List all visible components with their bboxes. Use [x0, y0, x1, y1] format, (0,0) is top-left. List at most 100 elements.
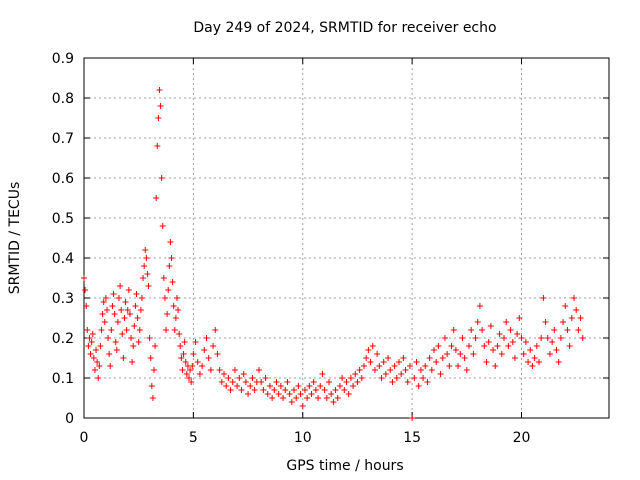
data-point — [225, 375, 232, 381]
data-point — [249, 375, 256, 381]
data-point — [210, 343, 217, 349]
data-point — [501, 335, 507, 341]
data-point — [317, 383, 324, 389]
data-point — [110, 291, 117, 297]
data-point — [251, 387, 258, 393]
data-point — [367, 359, 374, 365]
data-point — [575, 327, 582, 333]
data-point — [273, 379, 280, 385]
data-point — [354, 379, 361, 385]
data-point — [363, 355, 370, 361]
data-point — [382, 371, 389, 377]
data-point — [81, 275, 87, 281]
data-point — [203, 335, 210, 341]
data-point — [498, 351, 505, 357]
x-tick-label: 20 — [513, 430, 531, 446]
data-point — [483, 359, 490, 365]
data-point — [450, 327, 457, 333]
data-point — [417, 367, 424, 373]
data-point — [122, 299, 129, 305]
data-point — [308, 391, 315, 397]
data-point — [361, 363, 367, 369]
y-tick-label: 0.5 — [52, 211, 74, 227]
data-point — [87, 351, 94, 357]
data-point — [406, 363, 413, 369]
data-point — [105, 335, 112, 341]
data-point — [435, 343, 442, 349]
data-point — [553, 347, 560, 353]
data-point — [171, 327, 178, 333]
data-point — [529, 363, 536, 369]
y-tick-label: 0.8 — [52, 91, 74, 107]
data-point — [573, 307, 580, 313]
data-point — [525, 359, 532, 365]
data-point — [371, 367, 378, 373]
axis-ticks — [83, 57, 609, 419]
data-point — [415, 383, 422, 389]
data-point — [175, 307, 182, 313]
data-point — [441, 335, 448, 341]
data-point — [132, 303, 139, 309]
data-point — [145, 283, 152, 289]
data-point — [85, 343, 92, 349]
data-point — [140, 275, 147, 281]
data-point — [505, 343, 512, 349]
data-point — [280, 395, 287, 401]
data-point — [126, 311, 133, 317]
data-point — [352, 371, 359, 377]
data-point — [258, 379, 265, 385]
data-point — [146, 335, 153, 341]
y-axis-label: SRMTID / TECUs — [7, 182, 23, 295]
data-point — [328, 391, 335, 397]
data-point — [214, 351, 221, 357]
data-point — [160, 275, 167, 281]
data-point — [481, 343, 488, 349]
y-tick-labels: 0 0.1 0.2 0.3 0.4 0.5 0.6 0.7 0.8 0.9 — [52, 51, 74, 427]
data-point — [426, 355, 433, 361]
data-point — [452, 347, 459, 353]
data-point — [422, 363, 429, 369]
data-point — [568, 315, 575, 321]
data-point — [533, 343, 540, 349]
data-point — [350, 383, 357, 389]
data-point — [461, 355, 468, 361]
data-point — [424, 379, 431, 385]
data-point — [143, 255, 150, 261]
data-point — [439, 355, 446, 361]
data-point — [129, 359, 136, 365]
data-point — [151, 367, 157, 373]
data-point — [93, 347, 100, 353]
data-point — [466, 343, 472, 349]
y-tick-label: 0.6 — [52, 171, 74, 187]
data-point — [315, 395, 322, 401]
data-point — [138, 295, 145, 301]
data-point — [90, 355, 97, 361]
data-point — [107, 363, 114, 369]
data-point — [118, 307, 125, 313]
data-point — [496, 331, 503, 337]
data-point — [181, 339, 188, 345]
data-point — [420, 375, 427, 381]
data-point — [433, 359, 440, 365]
data-point — [358, 375, 365, 381]
data-point — [240, 371, 247, 377]
data-point — [91, 367, 98, 373]
data-point — [295, 383, 302, 389]
chart-title: Day 249 of 2024, SRMTID for receiver ech… — [193, 20, 496, 36]
data-point — [444, 351, 451, 357]
data-point — [148, 383, 155, 389]
data-point — [286, 391, 293, 397]
data-point — [103, 307, 110, 313]
data-point — [330, 399, 337, 405]
data-point — [179, 367, 186, 373]
data-point — [365, 347, 372, 353]
data-point — [147, 355, 154, 361]
data-point — [507, 327, 514, 333]
data-point — [291, 387, 297, 393]
y-tick-label: 0.7 — [52, 131, 74, 147]
data-point — [479, 327, 486, 333]
data-point — [549, 339, 556, 345]
data-series — [81, 87, 586, 421]
data-point — [236, 375, 243, 381]
data-point — [356, 367, 363, 373]
